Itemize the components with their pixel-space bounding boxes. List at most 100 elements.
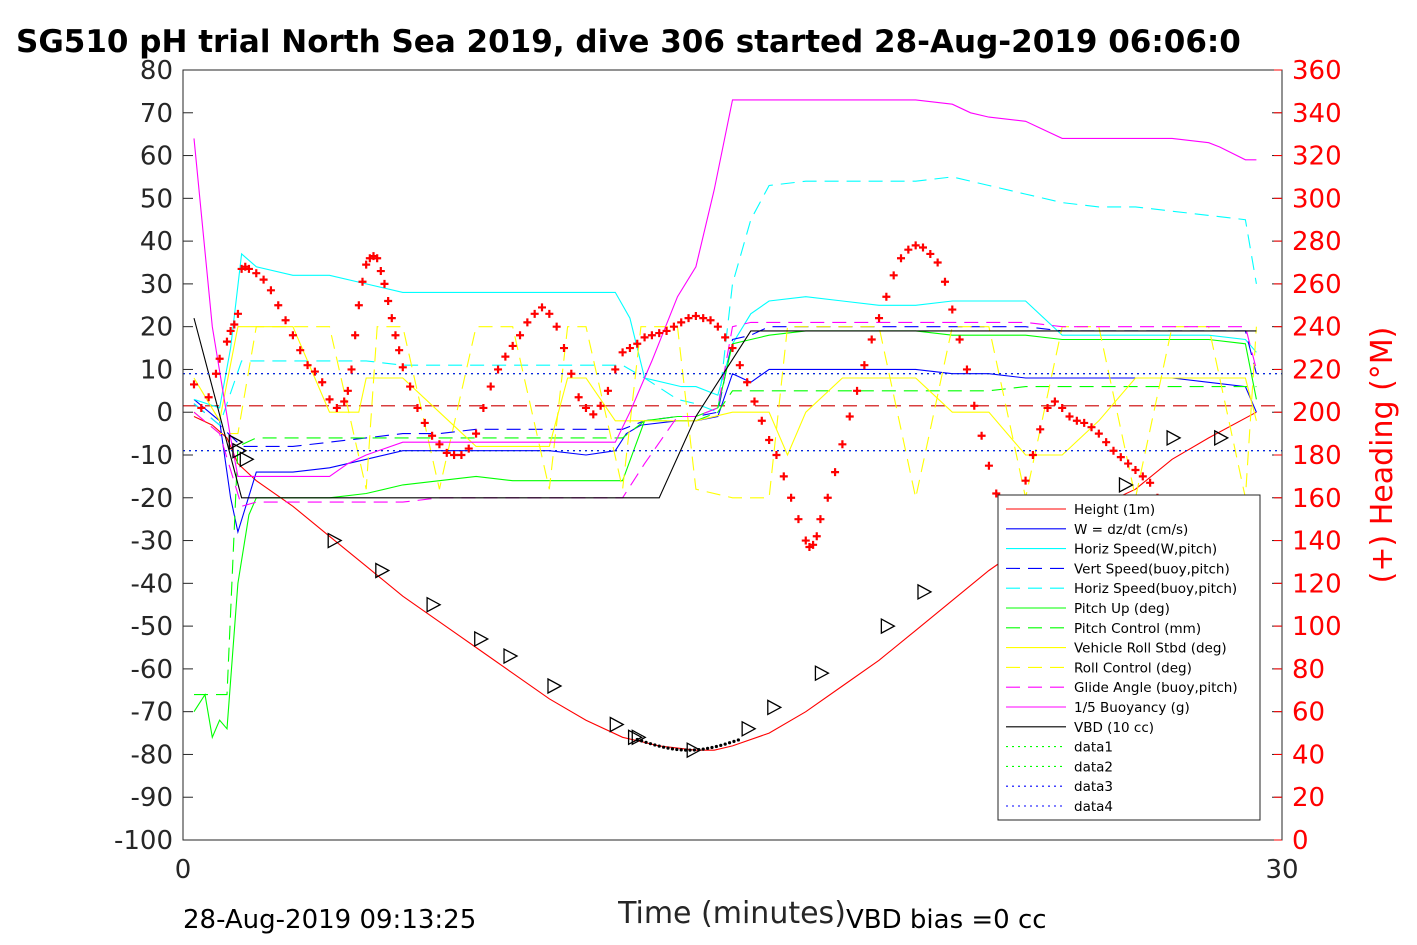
legend: Height (1m) W = dz/dt (cm/s) Horiz Speed(W… [997, 494, 1261, 821]
depth-dot [714, 744, 718, 749]
depth-dot [657, 744, 661, 748]
right-tick-label: 160 [1292, 484, 1342, 514]
right-axis: 3603403203002802602402202001801601401201… [1274, 56, 1342, 856]
heading-point [589, 410, 598, 419]
right-tick-label: 240 [1292, 313, 1342, 343]
heading-point [362, 260, 371, 269]
heading-point [211, 369, 220, 378]
heading-point [252, 269, 261, 278]
triangle-marker [239, 451, 255, 468]
triangle-marker [1214, 429, 1230, 446]
depth-dot [679, 748, 683, 752]
heading-point [303, 361, 312, 370]
heading-point [1058, 403, 1067, 412]
marker-layer [228, 429, 1230, 759]
depth-dot [732, 739, 736, 743]
heading-point [750, 397, 759, 406]
heading-point [853, 386, 862, 395]
legend-label: Vehicle Roll Stbd (deg) [1074, 641, 1227, 657]
depth-dot [705, 746, 710, 750]
heading-point [574, 393, 583, 402]
depth-dot [640, 739, 644, 743]
heading-point [684, 314, 693, 323]
heading-point [765, 436, 774, 445]
heading-point [464, 444, 473, 453]
series-line-2 [193, 252, 1257, 409]
right-axis-label: (+) Heading (°M) [1365, 327, 1400, 584]
left-tick-label: 20 [140, 313, 173, 343]
heading-point [318, 378, 327, 387]
depth-dot [670, 747, 675, 751]
right-tick-label: 320 [1292, 142, 1342, 172]
heading-point [706, 316, 715, 325]
heading-point [398, 363, 407, 372]
heading-point [343, 386, 352, 395]
heading-point [347, 365, 356, 374]
heading-point [380, 279, 389, 288]
triangle-marker [741, 720, 757, 737]
heading-point [197, 403, 206, 412]
heading-point [266, 286, 275, 295]
legend-label: Pitch Up (deg) [1074, 601, 1170, 617]
heading-point [721, 333, 730, 342]
series-line-11 [193, 317, 1257, 499]
heading-point [538, 303, 547, 312]
heading-point [823, 493, 832, 502]
heading-point [530, 309, 539, 318]
legend-label: Pitch Control (mm) [1074, 621, 1201, 637]
legend-label: W = dz/dt (cm/s) [1074, 522, 1188, 538]
depth-dot [723, 742, 727, 746]
left-tick-label: 40 [140, 227, 173, 257]
heading-point [1138, 472, 1147, 481]
right-tick-label: 300 [1292, 184, 1342, 214]
right-tick-label: 60 [1292, 698, 1325, 728]
right-tick-label: 260 [1292, 270, 1342, 300]
heading-point [677, 318, 686, 327]
heading-point [442, 448, 451, 457]
heading-point [226, 326, 235, 335]
heading-point [633, 339, 642, 348]
heading-point [545, 309, 554, 318]
heading-point [882, 292, 891, 301]
heading-point [640, 333, 649, 342]
heading-point [728, 344, 737, 353]
heading-point [457, 451, 466, 459]
heading-point [801, 536, 810, 545]
heading-point [1124, 459, 1133, 468]
series-line-9 [193, 321, 1257, 507]
heading-point [1028, 451, 1037, 459]
x-tick-label: 30 [1265, 855, 1298, 885]
left-tick-label: 60 [140, 142, 173, 172]
heading-point [516, 331, 525, 340]
footer-timestamp: 28-Aug-2019 09:13:25 [183, 905, 476, 935]
depth-dot [653, 743, 657, 747]
heading-point [581, 403, 590, 412]
heading-point [757, 416, 766, 425]
heading-point [860, 361, 869, 370]
depth-dot [727, 741, 732, 745]
heading-point [406, 382, 415, 391]
heading-point [611, 365, 620, 374]
heading-point [812, 532, 821, 541]
heading-point [1021, 476, 1030, 485]
left-tick-label: -50 [131, 612, 173, 642]
heading-point [523, 318, 532, 327]
series-line-5 [193, 330, 1257, 740]
heading-point [809, 540, 818, 549]
heading-point [1109, 446, 1118, 455]
heading-point [472, 429, 481, 438]
heading-point [559, 344, 568, 353]
triangle-marker [767, 699, 783, 716]
left-tick-label: -60 [131, 655, 173, 685]
heading-point [204, 393, 213, 402]
depth-dot [684, 748, 688, 752]
right-tick-label: 80 [1292, 655, 1325, 685]
heading-point [501, 352, 510, 361]
depth-dot [719, 743, 723, 747]
heading-point [552, 322, 561, 331]
heading-point [669, 322, 678, 331]
heading-point [310, 367, 319, 376]
heading-point [867, 335, 876, 344]
heading-point [625, 344, 634, 353]
